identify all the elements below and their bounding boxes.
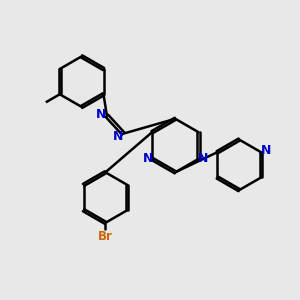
- Text: N: N: [261, 144, 271, 157]
- Text: N: N: [142, 152, 153, 165]
- Text: N: N: [113, 130, 123, 142]
- Text: N: N: [96, 108, 107, 121]
- Text: N: N: [198, 152, 208, 165]
- Text: Br: Br: [98, 230, 113, 243]
